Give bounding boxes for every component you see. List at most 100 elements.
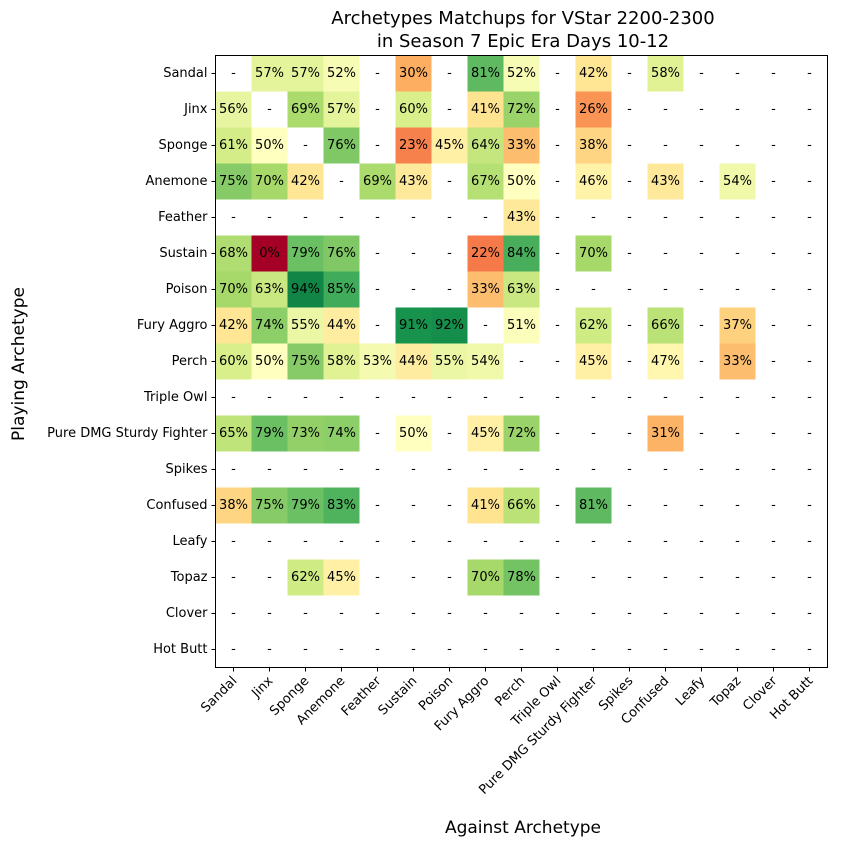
heatmap-cell <box>215 487 252 524</box>
heatmap-cell <box>503 55 540 92</box>
cell-value-label: - <box>699 246 704 261</box>
cell-value-label: - <box>591 390 596 405</box>
cell-value-label: 64% <box>471 138 500 153</box>
cell-value-label: - <box>555 174 560 189</box>
cell-value-label: - <box>699 318 704 333</box>
y-tick-label: Sustain <box>159 246 207 261</box>
cell-value-label: - <box>699 426 704 441</box>
cell-value-label: - <box>807 246 812 261</box>
cell-value-label: 42% <box>291 174 320 189</box>
cell-value-label: - <box>591 282 596 297</box>
cell-value-label: - <box>591 606 596 621</box>
heatmap-cell <box>323 235 360 272</box>
cell-value-label: - <box>375 282 380 297</box>
cell-value-label: - <box>483 534 488 549</box>
cell-value-label: - <box>807 210 812 225</box>
cell-value-label: 0% <box>259 246 280 261</box>
cell-value-label: - <box>807 354 812 369</box>
cell-value-label: - <box>663 390 668 405</box>
heatmap-cell <box>251 271 288 308</box>
cell-value-label: - <box>771 246 776 261</box>
cell-value-label: - <box>447 66 452 81</box>
cell-value-label: - <box>627 318 632 333</box>
cell-value-label: 43% <box>507 210 536 225</box>
heatmap-cell <box>323 127 360 164</box>
heatmap-cell <box>287 235 324 272</box>
cell-value-label: - <box>447 498 452 513</box>
cell-value-label: - <box>447 534 452 549</box>
cell-value-label: 50% <box>255 138 284 153</box>
cell-value-label: 92% <box>435 318 464 333</box>
cell-value-label: 45% <box>435 138 464 153</box>
heatmap-cell <box>395 127 432 164</box>
cell-value-label: - <box>735 498 740 513</box>
cell-value-label: 55% <box>435 354 464 369</box>
cell-value-label: - <box>303 606 308 621</box>
cell-value-label: - <box>375 318 380 333</box>
y-axis-ticks: Sandal Jinx Sponge Anemone Feather Sustain Poi… <box>47 66 216 657</box>
cell-value-label: 50% <box>507 174 536 189</box>
heatmap-cell <box>395 91 432 128</box>
cell-value-label: - <box>447 390 452 405</box>
cell-value-label: - <box>663 534 668 549</box>
heatmap-cell <box>215 235 252 272</box>
cell-value-label: - <box>375 498 380 513</box>
cell-value-label: - <box>627 246 632 261</box>
cell-value-label: - <box>519 642 524 657</box>
cell-value-label: - <box>339 390 344 405</box>
heatmap-cell <box>323 307 360 344</box>
cell-value-label: - <box>483 390 488 405</box>
heatmap-cell <box>719 307 756 344</box>
heatmap-cell <box>323 91 360 128</box>
cell-value-label: - <box>771 642 776 657</box>
cell-value-label: - <box>807 606 812 621</box>
cell-value-label: 70% <box>579 246 608 261</box>
heatmap-cell <box>287 559 324 596</box>
cell-value-label: 37% <box>723 318 752 333</box>
cell-value-label: 83% <box>327 498 356 513</box>
heatmap-cell <box>575 91 612 128</box>
cell-value-label: - <box>771 534 776 549</box>
cell-value-label: 66% <box>507 498 536 513</box>
cell-value-label: - <box>339 462 344 477</box>
cell-value-label: 54% <box>471 354 500 369</box>
cell-value-label: - <box>555 66 560 81</box>
heatmap-cell <box>575 163 612 200</box>
cell-value-label: - <box>771 210 776 225</box>
cell-value-label: - <box>375 426 380 441</box>
cell-value-label: - <box>555 498 560 513</box>
cell-value-label: - <box>663 282 668 297</box>
cell-value-label: - <box>735 210 740 225</box>
heatmap-cell <box>503 559 540 596</box>
cell-value-label: - <box>411 282 416 297</box>
cell-value-label: 78% <box>507 570 536 585</box>
cell-value-label: 66% <box>651 318 680 333</box>
y-tick-label: Jinx <box>183 102 208 117</box>
heatmap-cell <box>503 307 540 344</box>
cell-value-label: 57% <box>327 102 356 117</box>
cell-value-label: 30% <box>399 66 428 81</box>
cell-value-label: - <box>411 606 416 621</box>
cell-value-label: 33% <box>471 282 500 297</box>
cell-value-label: 31% <box>651 426 680 441</box>
cell-value-label: - <box>267 210 272 225</box>
cell-value-label: - <box>339 210 344 225</box>
cell-value-label: 52% <box>507 66 536 81</box>
cell-value-label: - <box>231 66 236 81</box>
cell-value-label: - <box>627 570 632 585</box>
cell-value-label: - <box>411 498 416 513</box>
cell-value-label: - <box>555 246 560 261</box>
cell-value-label: - <box>771 498 776 513</box>
y-tick-label: Confused <box>146 498 207 513</box>
cell-value-label: 57% <box>255 66 284 81</box>
cell-value-label: - <box>447 102 452 117</box>
cell-value-label: - <box>627 498 632 513</box>
cell-value-label: - <box>735 606 740 621</box>
cell-value-label: - <box>519 606 524 621</box>
cell-value-label: - <box>411 462 416 477</box>
cell-value-label: - <box>519 534 524 549</box>
heatmap-cell <box>359 343 396 380</box>
heatmap-cell <box>575 307 612 344</box>
cell-value-label: 56% <box>219 102 248 117</box>
cell-value-label: - <box>627 462 632 477</box>
